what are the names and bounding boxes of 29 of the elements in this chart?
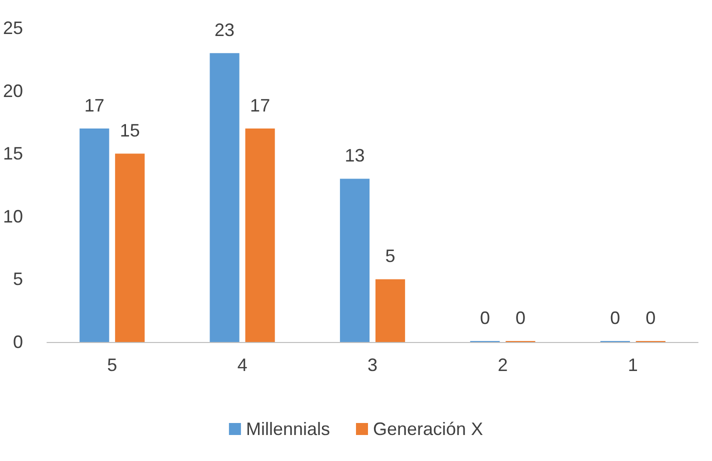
x-tick-label: 4 [237,355,248,375]
data-label: 0 [515,308,526,328]
legend-label: Generación X [372,419,484,439]
bar [115,154,145,342]
data-label: 0 [646,308,656,328]
x-tick-label: 1 [628,355,638,375]
x-tick-label: 5 [107,355,118,375]
bar [80,128,110,342]
legend-label: Millennials [246,419,330,439]
y-tick-label: 10 [2,206,24,226]
data-label: 15 [120,120,140,141]
data-label: 17 [84,95,104,116]
y-tick-label: 20 [2,80,24,101]
data-label: 13 [344,146,365,166]
x-tick-label: 2 [498,355,508,375]
y-tick-label: 0 [13,332,24,352]
data-label: 23 [214,20,235,40]
data-label: 5 [385,246,396,266]
bar [375,279,406,342]
bar [340,178,370,342]
x-tick-label: 3 [368,355,378,375]
data-label: 0 [480,308,490,328]
data-label: 0 [610,308,620,328]
y-tick-label: 15 [2,144,24,164]
y-tick-label: 5 [13,269,24,290]
y-tick-label: 25 [2,18,24,38]
data-label: 17 [250,95,270,116]
bar [210,53,240,342]
bar [245,128,275,342]
